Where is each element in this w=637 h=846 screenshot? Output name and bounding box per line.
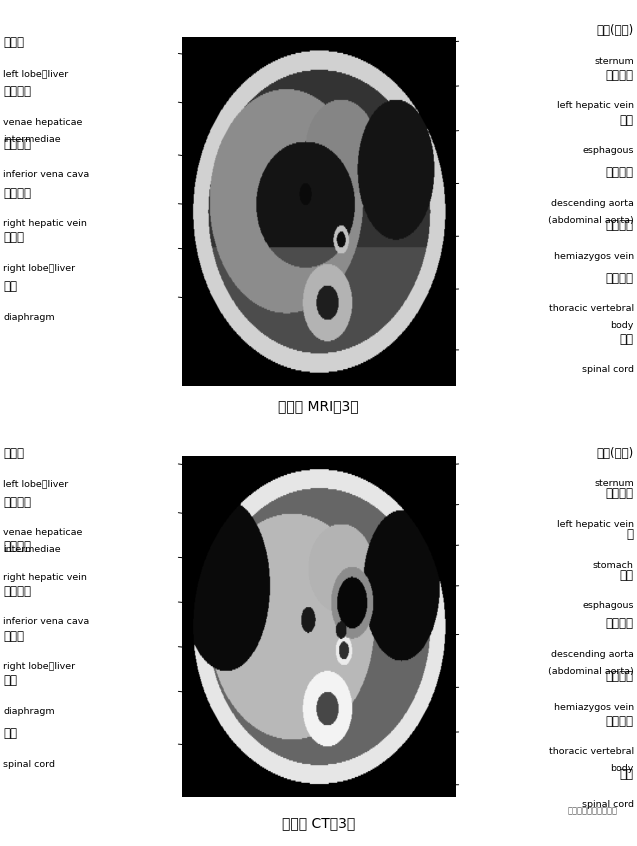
Text: 肝右叶: 肝右叶: [3, 629, 24, 643]
Text: (abdominal aorta): (abdominal aorta): [548, 667, 634, 676]
Text: 肝右叶: 肝右叶: [3, 231, 24, 244]
Text: diaphragm: diaphragm: [3, 706, 55, 716]
Text: 食管: 食管: [620, 113, 634, 127]
Text: hemiazygos vein: hemiazygos vein: [554, 703, 634, 711]
Text: 半奇静脉: 半奇静脉: [606, 219, 634, 232]
Text: 肝左叶: 肝左叶: [3, 36, 24, 49]
Text: left hepatic vein: left hepatic vein: [557, 102, 634, 110]
Text: 肝左静脉: 肝左静脉: [606, 69, 634, 82]
Text: 脊髓: 脊髓: [620, 767, 634, 781]
Text: 下腔静脉: 下腔静脉: [3, 585, 31, 598]
Text: venae hepaticae: venae hepaticae: [3, 118, 83, 127]
Text: 肝左叶: 肝左叶: [3, 447, 24, 460]
Text: right lobe，liver: right lobe，liver: [3, 662, 75, 671]
Text: right lobe，liver: right lobe，liver: [3, 264, 75, 272]
Text: thoracic vertebral: thoracic vertebral: [548, 305, 634, 313]
Text: 降主动脉: 降主动脉: [606, 618, 634, 630]
Text: thoracic vertebral: thoracic vertebral: [548, 747, 634, 756]
Text: 食管: 食管: [620, 569, 634, 582]
Text: 横轴面 CT（3）: 横轴面 CT（3）: [282, 816, 355, 830]
Text: body: body: [610, 321, 634, 331]
Text: hemiazygos vein: hemiazygos vein: [554, 251, 634, 261]
Text: sternum: sternum: [594, 480, 634, 488]
Text: 下腔静脉: 下腔静脉: [3, 138, 31, 151]
Text: inferior vena cava: inferior vena cava: [3, 170, 89, 179]
Text: 胸椎椎体: 胸椎椎体: [606, 272, 634, 285]
Text: esphagous: esphagous: [582, 146, 634, 155]
Text: inferior vena cava: inferior vena cava: [3, 618, 89, 626]
Text: body: body: [610, 765, 634, 773]
Text: 脊髓: 脊髓: [3, 727, 17, 740]
Text: 膈肌: 膈肌: [3, 280, 17, 293]
Text: intermediae: intermediae: [3, 545, 61, 554]
Text: 胸骨(剑突): 胸骨(剑突): [597, 447, 634, 460]
Text: 胸骨(剑突): 胸骨(剑突): [597, 25, 634, 37]
Text: 胃: 胃: [627, 528, 634, 541]
Text: 降主动脉: 降主动脉: [606, 167, 634, 179]
Text: 脊髓: 脊髓: [620, 332, 634, 346]
Text: 肝左静脉: 肝左静脉: [606, 487, 634, 501]
Text: venae hepaticae: venae hepaticae: [3, 528, 83, 537]
Text: 胸椎椎体: 胸椎椎体: [606, 715, 634, 728]
Text: 横轴面 MRI（3）: 横轴面 MRI（3）: [278, 398, 359, 413]
Text: spinal cord: spinal cord: [582, 800, 634, 809]
Text: descending aorta: descending aorta: [551, 650, 634, 659]
Text: 半奇静脉: 半奇静脉: [606, 670, 634, 684]
Text: left lobe，liver: left lobe，liver: [3, 69, 68, 78]
Text: 肝中静脉: 肝中静脉: [3, 496, 31, 508]
Text: sternum: sternum: [594, 57, 634, 66]
Text: right hepatic vein: right hepatic vein: [3, 219, 87, 228]
Text: esphagous: esphagous: [582, 602, 634, 610]
Text: right hepatic vein: right hepatic vein: [3, 573, 87, 582]
Text: spinal cord: spinal cord: [3, 760, 55, 768]
Text: (abdominal aorta): (abdominal aorta): [548, 216, 634, 225]
Text: 膈肌: 膈肌: [3, 674, 17, 687]
Text: descending aorta: descending aorta: [551, 199, 634, 208]
Text: intermediae: intermediae: [3, 135, 61, 144]
Text: 肝右静脉: 肝右静脉: [3, 541, 31, 553]
Text: diaphragm: diaphragm: [3, 312, 55, 321]
Text: spinal cord: spinal cord: [582, 365, 634, 374]
Text: 肝右静脉: 肝右静脉: [3, 187, 31, 200]
Text: stomach: stomach: [593, 561, 634, 569]
Text: left lobe，liver: left lobe，liver: [3, 480, 68, 488]
Text: 新乡医学影像诊断中心: 新乡医学影像诊断中心: [568, 806, 618, 816]
Text: 肝中静脉: 肝中静脉: [3, 85, 31, 98]
Text: left hepatic vein: left hepatic vein: [557, 520, 634, 529]
